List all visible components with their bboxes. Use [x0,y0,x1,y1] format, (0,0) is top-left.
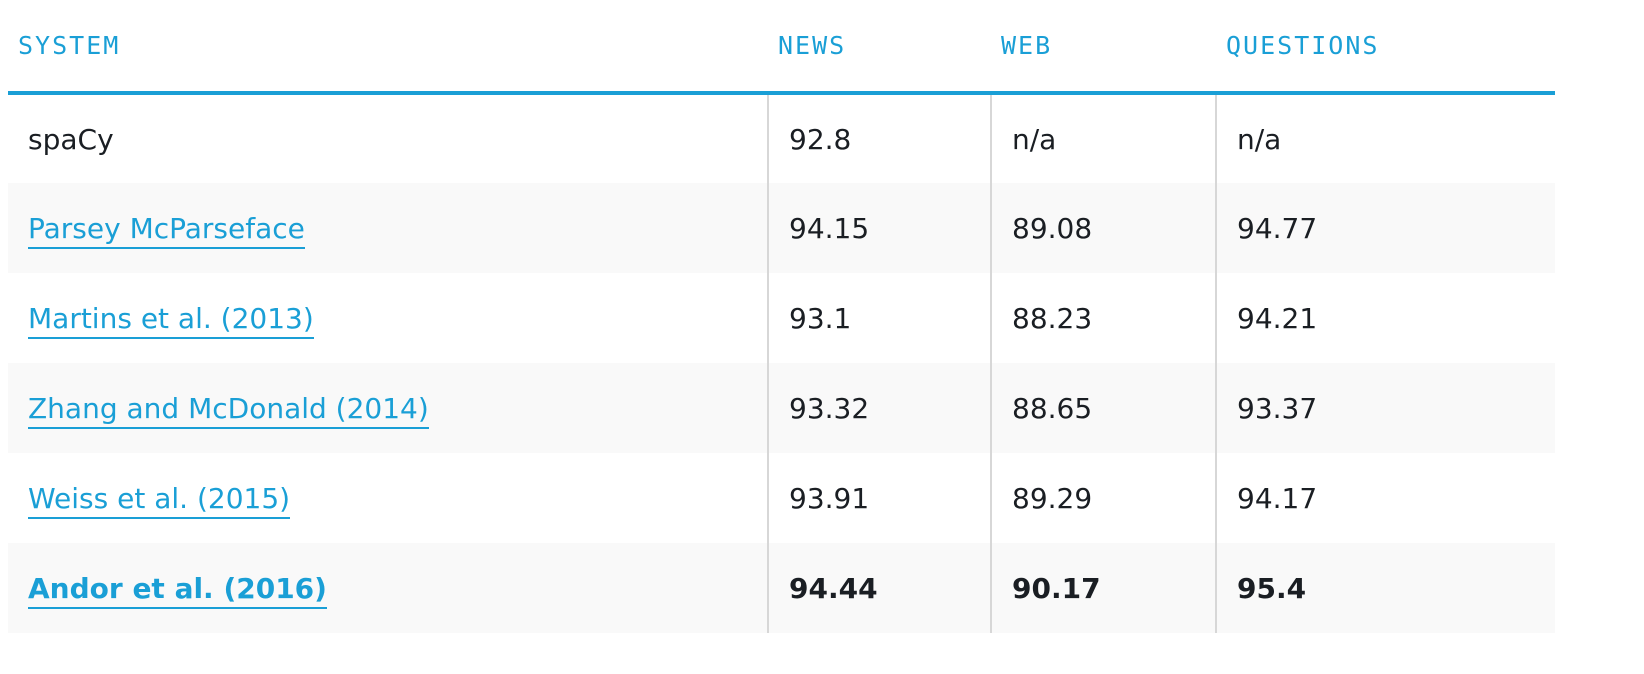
system-cell: Martins et al. (2013) [8,273,768,363]
questions-cell: 93.37 [1215,363,1555,453]
system-cell: Weiss et al. (2015) [8,453,768,543]
questions-cell: n/a [1215,93,1555,183]
web-cell: 89.29 [990,453,1216,543]
table-row: spaCy 92.8 n/a n/a [8,93,1555,183]
web-cell: 88.65 [990,363,1216,453]
results-table: SYSTEM NEWS WEB QUESTIONS spaCy 92.8 n/a… [8,0,1555,633]
system-link[interactable]: Zhang and McDonald (2014) [28,391,429,429]
table-row: Zhang and McDonald (2014) 93.32 88.65 93… [8,363,1555,453]
header-questions: QUESTIONS [1216,0,1555,95]
news-cell: 93.32 [767,363,991,453]
table-row-best: Andor et al. (2016) 94.44 90.17 95.4 [8,543,1555,633]
news-cell: 92.8 [767,93,991,183]
system-link[interactable]: Martins et al. (2013) [28,301,314,339]
system-link[interactable]: Parsey McParseface [28,211,305,249]
web-cell: 88.23 [990,273,1216,363]
header-system: SYSTEM [8,0,768,95]
web-cell: n/a [990,93,1216,183]
system-cell: spaCy [28,122,114,156]
header-news: NEWS [768,0,991,95]
questions-cell: 95.4 [1215,543,1555,633]
questions-cell: 94.77 [1215,183,1555,273]
table-row: Weiss et al. (2015) 93.91 89.29 94.17 [8,453,1555,543]
system-cell: Zhang and McDonald (2014) [8,363,768,453]
news-cell: 93.1 [767,273,991,363]
news-cell: 94.15 [767,183,991,273]
news-cell: 93.91 [767,453,991,543]
questions-cell: 94.21 [1215,273,1555,363]
news-cell: 94.44 [767,543,991,633]
system-cell: Parsey McParseface [8,183,768,273]
web-cell: 90.17 [990,543,1216,633]
web-cell: 89.08 [990,183,1216,273]
questions-cell: 94.17 [1215,453,1555,543]
table-row: Parsey McParseface 94.15 89.08 94.77 [8,183,1555,273]
table-row: Martins et al. (2013) 93.1 88.23 94.21 [8,273,1555,363]
header-row: SYSTEM NEWS WEB QUESTIONS [8,0,1555,95]
system-link[interactable]: Weiss et al. (2015) [28,481,291,519]
system-link[interactable]: Andor et al. (2016) [28,571,327,609]
system-cell: Andor et al. (2016) [8,543,768,633]
header-web: WEB [991,0,1216,95]
